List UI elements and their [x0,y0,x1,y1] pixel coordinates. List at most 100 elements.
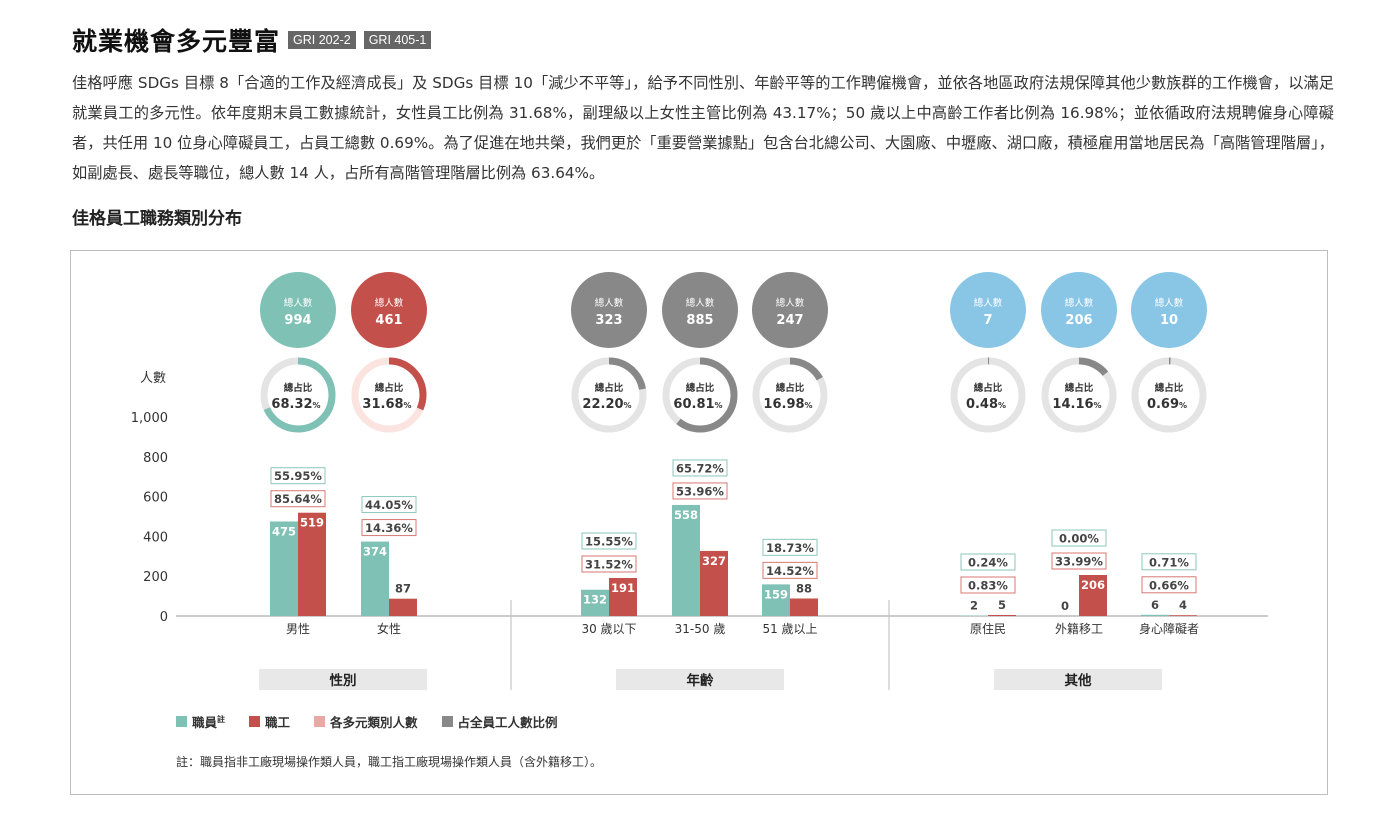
ratio-value: 0.69% [1147,397,1187,412]
worker-pct: 14.36% [365,521,413,535]
page-title: 就業機會多元豐富 [72,27,281,56]
ratio-ring-arc [1131,357,1207,433]
total-circle-label: 總人數 [974,297,1003,309]
worker-pct: 14.52% [766,564,814,578]
bar-worker-value: 4 [1179,598,1187,612]
category-label: 原住民 [970,622,1006,636]
worker-pct-box [762,561,818,579]
ratio-ring-arc [1041,357,1117,433]
bar-worker [389,598,417,616]
ratio-value: 22.20% [582,397,631,412]
total-circle-label: 總人數 [776,297,805,309]
ratio-number: 31.68 [362,397,403,412]
ratio-label: 總占比 [375,382,404,394]
staff-pct-box [672,459,728,477]
total-circle-label: 總人數 [284,297,313,309]
bar-staff-value: 159 [764,587,788,601]
total-circle-label: 總人數 [595,297,624,309]
total-value: 323 [595,313,622,328]
chart-legend: 職員註 職工 各多元類別人數 占全員工人數比例 [176,712,582,731]
worker-pct: 0.83% [968,579,1008,593]
category-label: 身心障礙者 [1139,621,1199,636]
worker-pct-box [270,490,326,508]
gri-tag-2: GRI 405-1 [363,31,432,49]
bar-worker-value: 519 [300,516,324,530]
worker-pct-box [1051,552,1107,570]
total-circle [662,272,738,348]
total-circle-label: 總人數 [375,297,404,309]
ratio-label: 總占比 [595,382,624,394]
y-tick-label: 1,000 [131,411,168,426]
total-circle-label: 總人數 [1065,297,1094,309]
group-label-box [259,669,427,690]
category-label: 51 歲以上 [762,622,817,636]
total-circle [351,272,427,348]
ratio-label: 總占比 [1155,382,1184,394]
worker-pct-box [361,519,417,537]
staff-pct: 0.71% [1149,555,1189,569]
total-value: 461 [375,313,402,328]
group-label: 年齡 [687,672,715,689]
worker-pct-box [581,555,637,573]
staff-pct-box [361,496,417,514]
bar-staff-value: 132 [583,593,607,607]
staff-pct-box [1051,529,1107,547]
ratio-value: 31.68% [362,397,411,412]
ratio-label: 總占比 [284,382,313,394]
ratio-percent-sign: % [1179,401,1187,410]
staff-pct-box [581,532,637,550]
staff-pct-box [960,553,1016,571]
worker-pct: 53.96% [676,484,724,498]
legend-swatch-worker [249,716,261,727]
bar-worker [1079,575,1107,616]
bar-worker [790,598,818,616]
staff-pct-box [1141,553,1197,571]
bar-worker-value: 191 [611,581,635,595]
staff-pct: 65.72% [676,461,724,475]
y-tick-label: 800 [143,451,168,466]
staff-pct: 0.24% [968,556,1008,570]
bar-staff [361,541,389,616]
staff-pct: 55.95% [274,469,322,483]
category-label: 30 歲以下 [581,622,636,636]
staff-pct: 0.00% [1059,532,1099,546]
total-circle [260,272,336,348]
worker-pct-box [1141,576,1197,594]
y-tick-label: 0 [160,610,168,625]
ratio-number: 22.20 [582,397,623,412]
legend-swatch-staff [176,716,187,727]
worker-pct-box [672,482,728,500]
ratio-label: 總占比 [974,382,1003,394]
bar-staff-value: 2 [970,599,978,613]
ratio-percent-sign: % [313,401,321,410]
ratio-percent-sign: % [624,401,632,410]
staff-pct-box [762,538,818,556]
bar-staff [581,589,609,616]
ratio-value: 60.81% [673,397,722,412]
worker-pct: 85.64% [274,492,322,506]
legend-swatch-category-count [314,716,326,727]
worker-pct: 33.99% [1055,555,1103,569]
legend-swatch-ratio [441,716,453,727]
ratio-number: 16.98 [763,397,804,412]
bar-worker-value: 327 [702,554,726,568]
category-label: 31-50 歲 [675,622,726,636]
chart-footnote: 註：職員指非工廠現場操作類人員，職工指工廠現場操作類人員（含外籍移工）。 [176,755,603,769]
category-label: 外籍移工 [1055,621,1103,636]
ratio-percent-sign: % [998,401,1006,410]
category-label: 男性 [286,622,310,636]
bar-staff-value: 6 [1151,598,1159,612]
total-circle [1131,272,1207,348]
total-circle [1041,272,1117,348]
ratio-label: 總占比 [1065,382,1094,394]
ratio-ring-arc [752,357,828,433]
bar-staff [1141,614,1169,616]
ratio-value: 14.16% [1052,397,1101,412]
ratio-value: 68.32% [271,397,320,412]
ratio-number: 0.69 [1147,397,1179,412]
ratio-label: 總占比 [776,382,805,394]
total-circle [752,272,828,348]
bar-worker [988,615,1016,616]
ratio-ring-arc [571,357,647,433]
